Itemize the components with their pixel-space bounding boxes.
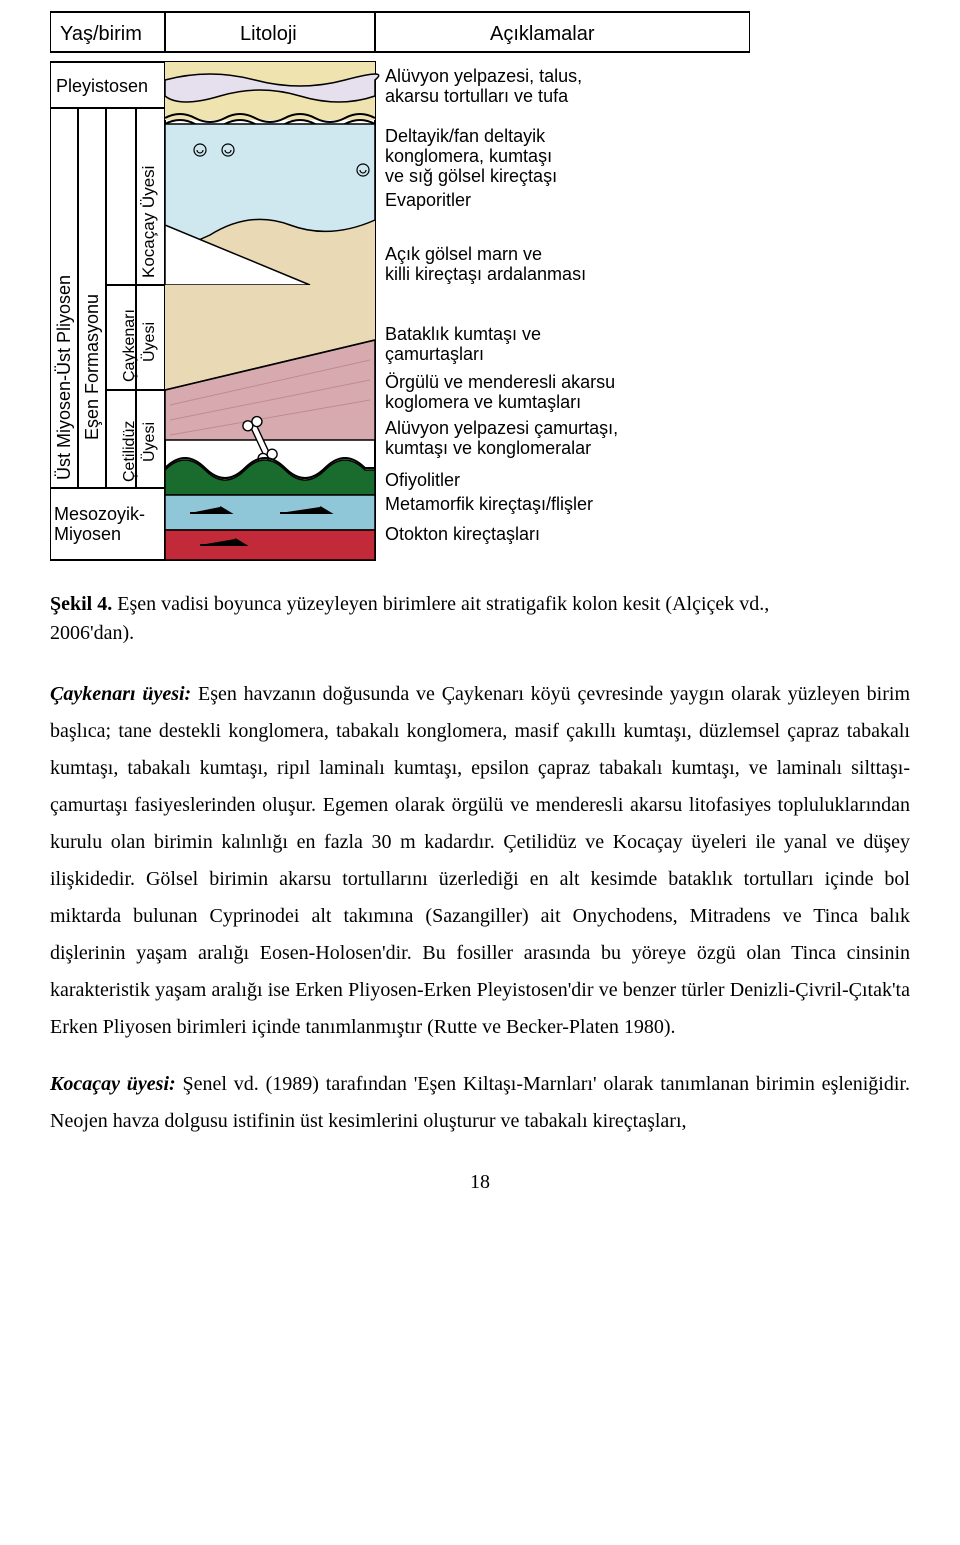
svg-text:Bataklık kumtaşı ve: Bataklık kumtaşı ve <box>385 324 541 344</box>
col-header-1: Yaş/birim <box>60 23 142 45</box>
svg-text:Evaporitler: Evaporitler <box>385 190 471 210</box>
left-cetiliduz-1: Çetilidüz <box>121 421 138 482</box>
caption-bold: Şekil 4. <box>50 593 112 615</box>
caption-line1: Eşen vadisi boyunca yüzeyleyen birimlere… <box>112 593 769 615</box>
left-cetiliduz-2: Üyesi <box>140 422 158 462</box>
body-paragraph-2: Kocaçay üyesi: Şenel vd. (1989) tarafınd… <box>50 1066 910 1140</box>
left-ust-miyosen: Üst Miyosen-Üst Pliyosen <box>54 275 74 480</box>
left-caykenari-2: Üyesi <box>140 322 158 362</box>
svg-text:konglomera, kumtaşı: konglomera, kumtaşı <box>385 146 552 166</box>
svg-text:Ofiyolitler: Ofiyolitler <box>385 470 460 490</box>
lithology-column <box>165 62 379 560</box>
svg-text:Alüvyon yelpazesi, talus,: Alüvyon yelpazesi, talus, <box>385 66 582 86</box>
svg-text:Metamorfik kireçtaşı/flişler: Metamorfik kireçtaşı/flişler <box>385 494 593 514</box>
svg-text:kumtaşı ve konglomeralar: kumtaşı ve konglomeralar <box>385 438 591 458</box>
left-esen: Eşen Formasyonu <box>82 294 102 440</box>
svg-text:Alüvyon yelpazesi çamurtaşı,: Alüvyon yelpazesi çamurtaşı, <box>385 418 618 438</box>
right-labels: Alüvyon yelpazesi, talus, akarsu tortull… <box>385 66 618 544</box>
left-mesozoyik-2: Miyosen <box>54 524 121 544</box>
left-caykenari-1: Çaykenarı <box>121 309 138 382</box>
left-pleyistosen: Pleyistosen <box>56 76 148 96</box>
page-number: 18 <box>50 1164 910 1201</box>
svg-text:ve sığ gölsel kireçtaşı: ve sığ gölsel kireçtaşı <box>385 166 557 186</box>
svg-text:Deltayik/fan deltayik: Deltayik/fan deltayik <box>385 126 546 146</box>
figure-caption: Şekil 4. Eşen vadisi boyunca yüzeyleyen … <box>50 590 910 648</box>
svg-text:koglomera ve kumtaşları: koglomera ve kumtaşları <box>385 392 581 412</box>
svg-text:çamurtaşları: çamurtaşları <box>385 344 484 364</box>
svg-text:akarsu tortulları ve tufa: akarsu tortulları ve tufa <box>385 86 569 106</box>
p1-text: Eşen havzanın doğusunda ve Çaykenarı köy… <box>50 683 910 1038</box>
stratigraphic-figure: Yaş/birim Litoloji Açıklamalar Pleyistos… <box>50 10 910 570</box>
left-mesozoyik-1: Mesozoyik- <box>54 504 145 524</box>
p2-heading: Kocaçay üyesi: <box>50 1073 176 1095</box>
p2-text: Şenel vd. (1989) tarafından 'Eşen Kiltaş… <box>50 1073 910 1132</box>
caption-line2: 2006'dan). <box>50 622 134 644</box>
left-kocacay: Kocaçay Üyesi <box>139 166 158 278</box>
svg-text:Açık gölsel marn ve: Açık gölsel marn ve <box>385 244 542 264</box>
svg-text:killi kireçtaşı ardalanması: killi kireçtaşı ardalanması <box>385 264 586 284</box>
svg-text:Otokton kireçtaşları: Otokton kireçtaşları <box>385 524 540 544</box>
p1-heading: Çaykenarı üyesi: <box>50 683 191 705</box>
svg-text:Örgülü ve menderesli akarsu: Örgülü ve menderesli akarsu <box>385 372 615 392</box>
body-paragraph-1: Çaykenarı üyesi: Eşen havzanın doğusunda… <box>50 676 910 1046</box>
col-header-2: Litoloji <box>240 23 297 45</box>
col-header-3: Açıklamalar <box>490 23 595 45</box>
